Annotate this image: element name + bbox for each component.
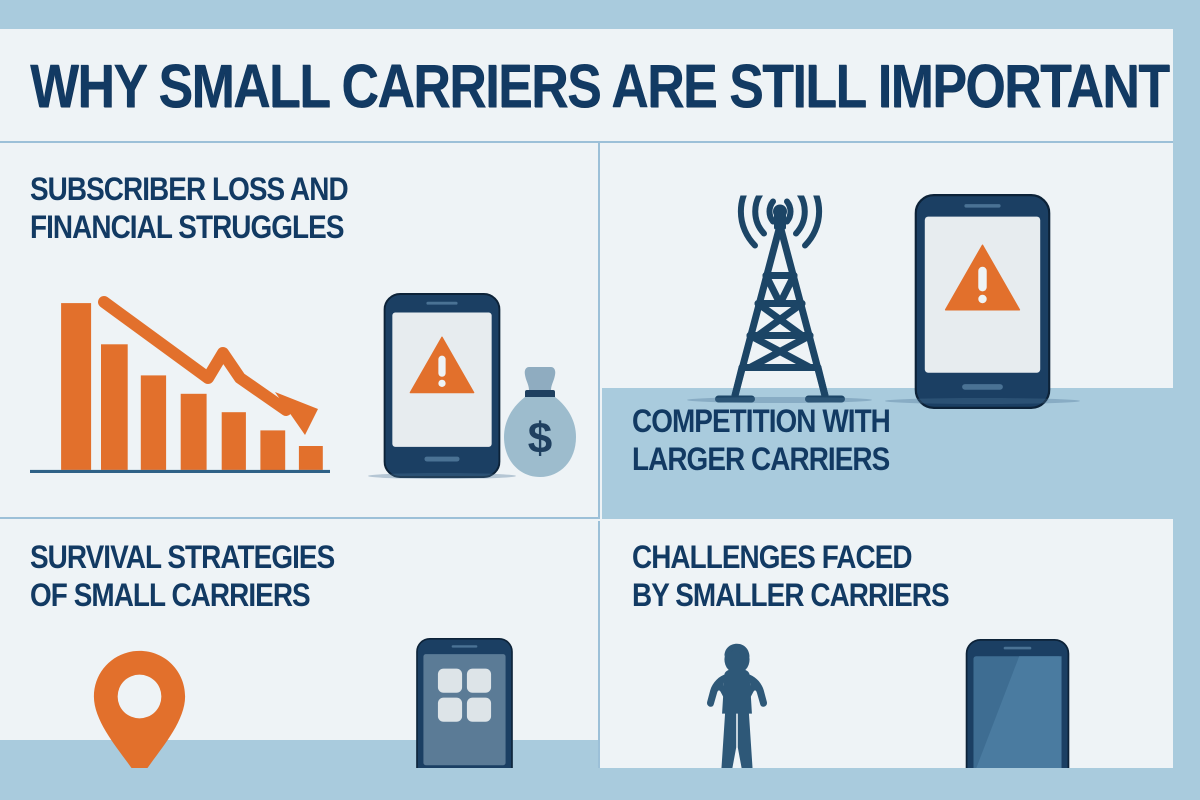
svg-text:$: $ bbox=[528, 414, 552, 463]
